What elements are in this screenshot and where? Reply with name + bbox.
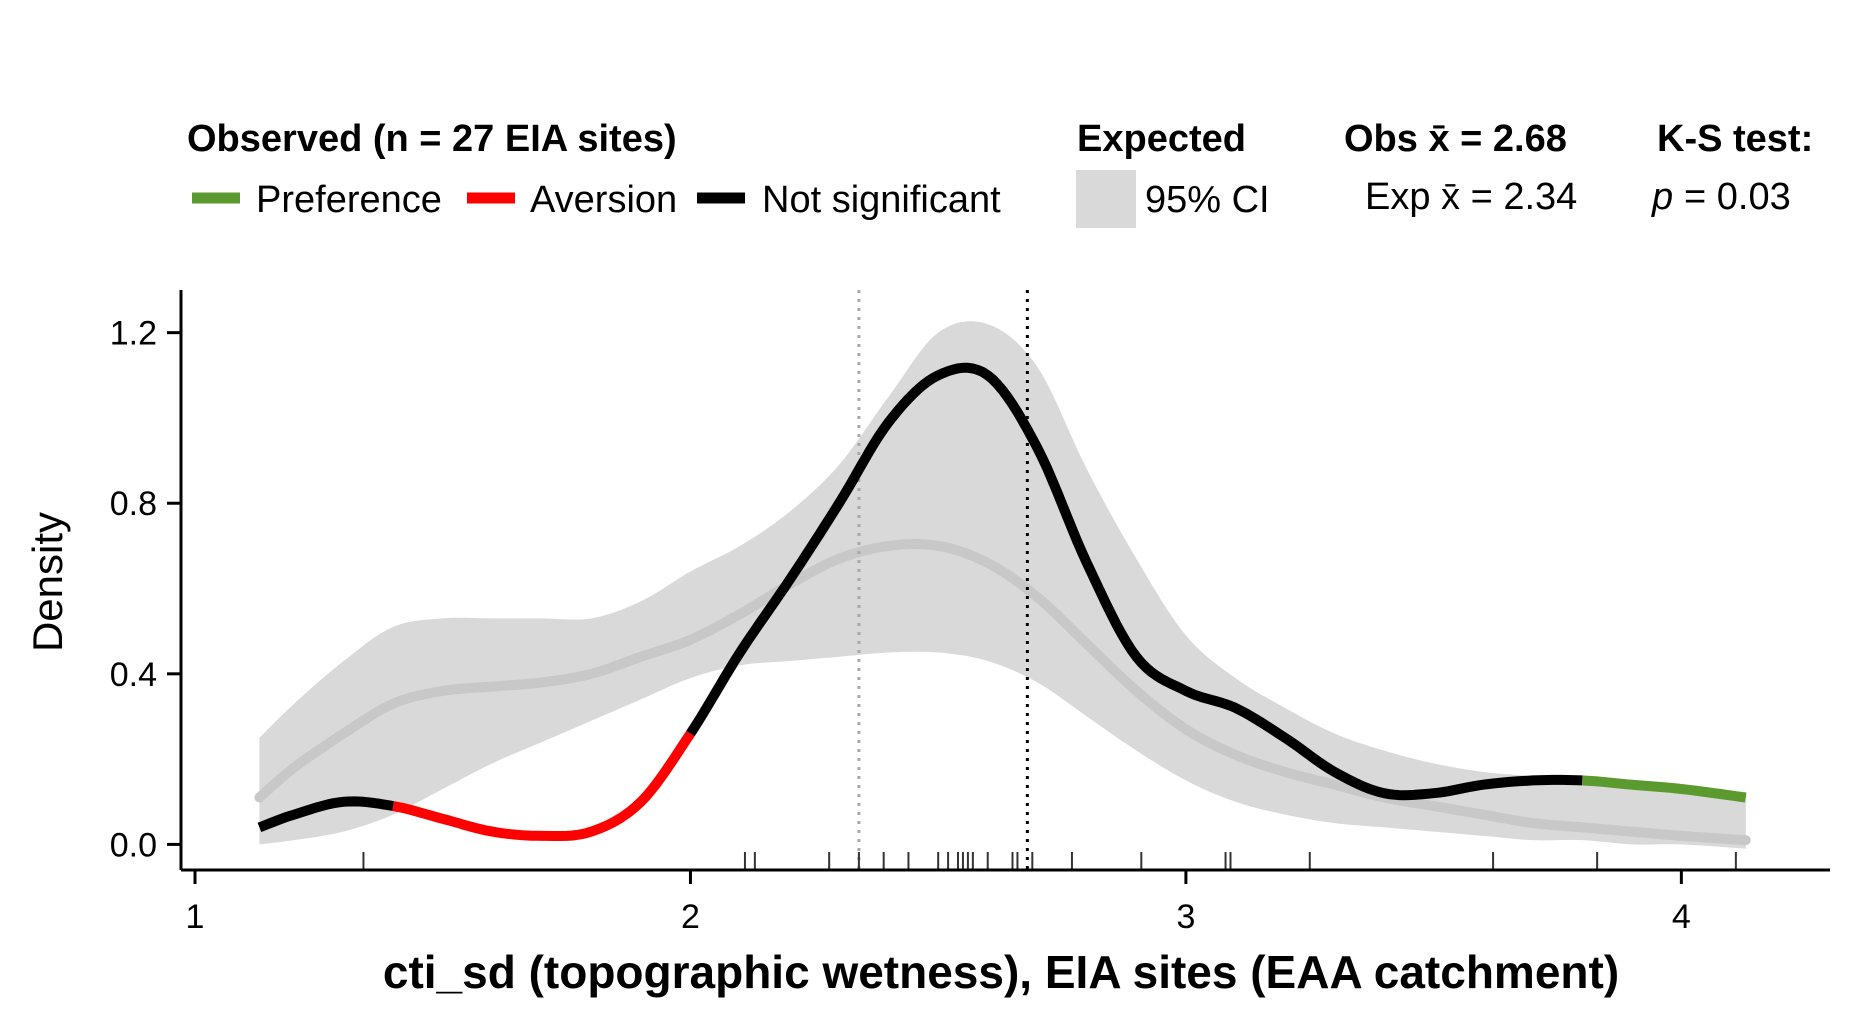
x-tick-label: 2 [681, 898, 700, 936]
mean-lines-layer [857, 290, 1029, 870]
legend: Observed (n = 27 EIA sites) Preference A… [187, 118, 1813, 228]
legend-ns-label: Not significant [762, 179, 1001, 221]
x-axis-title: cti_sd (topographic wetness), EIA sites … [383, 946, 1619, 998]
x-tick-label: 3 [1176, 898, 1195, 936]
legend-ci-label: 95% CI [1145, 179, 1270, 221]
legend-ci-swatch [1076, 170, 1136, 228]
obs-mean-text: Obs x̄ = 2.68 [1344, 118, 1567, 160]
ks-test-title: K-S test: [1657, 118, 1813, 160]
y-tick-label: 1.2 [110, 315, 157, 353]
ks-p-value: = 0.03 [1684, 176, 1791, 218]
x-tick-label: 4 [1672, 898, 1691, 936]
ci-band [259, 321, 1746, 849]
x-tick-label: 1 [186, 898, 205, 936]
observed-density-preference-segment [1581, 775, 1747, 803]
y-axis-title: Density [24, 512, 71, 652]
ks-p-symbol: p [1651, 176, 1673, 218]
rug-layer [362, 852, 1737, 870]
ci-band-layer [259, 321, 1746, 849]
y-tick-label: 0.8 [110, 485, 157, 523]
expected-density-line [254, 539, 1751, 846]
exp-mean-text: Exp x̄ = 2.34 [1365, 176, 1577, 218]
y-tick-label: 0.4 [110, 656, 157, 694]
observed-density-aversion-segment [392, 730, 695, 841]
expected-line-layer [254, 539, 1751, 846]
legend-aversion-label: Aversion [530, 179, 677, 221]
legend-expected-title: Expected [1077, 118, 1246, 160]
observed-density-ns-segment [256, 796, 394, 833]
axes-layer: 1 2 3 4 0.0 0.4 0.8 1.2 [110, 290, 1830, 936]
legend-preference-label: Preference [256, 179, 442, 221]
y-tick-label: 0.0 [110, 826, 157, 864]
observed-line-layer [256, 362, 1747, 841]
legend-observed-title: Observed (n = 27 EIA sites) [187, 118, 677, 160]
observed-density-ns-segment [686, 362, 1583, 801]
